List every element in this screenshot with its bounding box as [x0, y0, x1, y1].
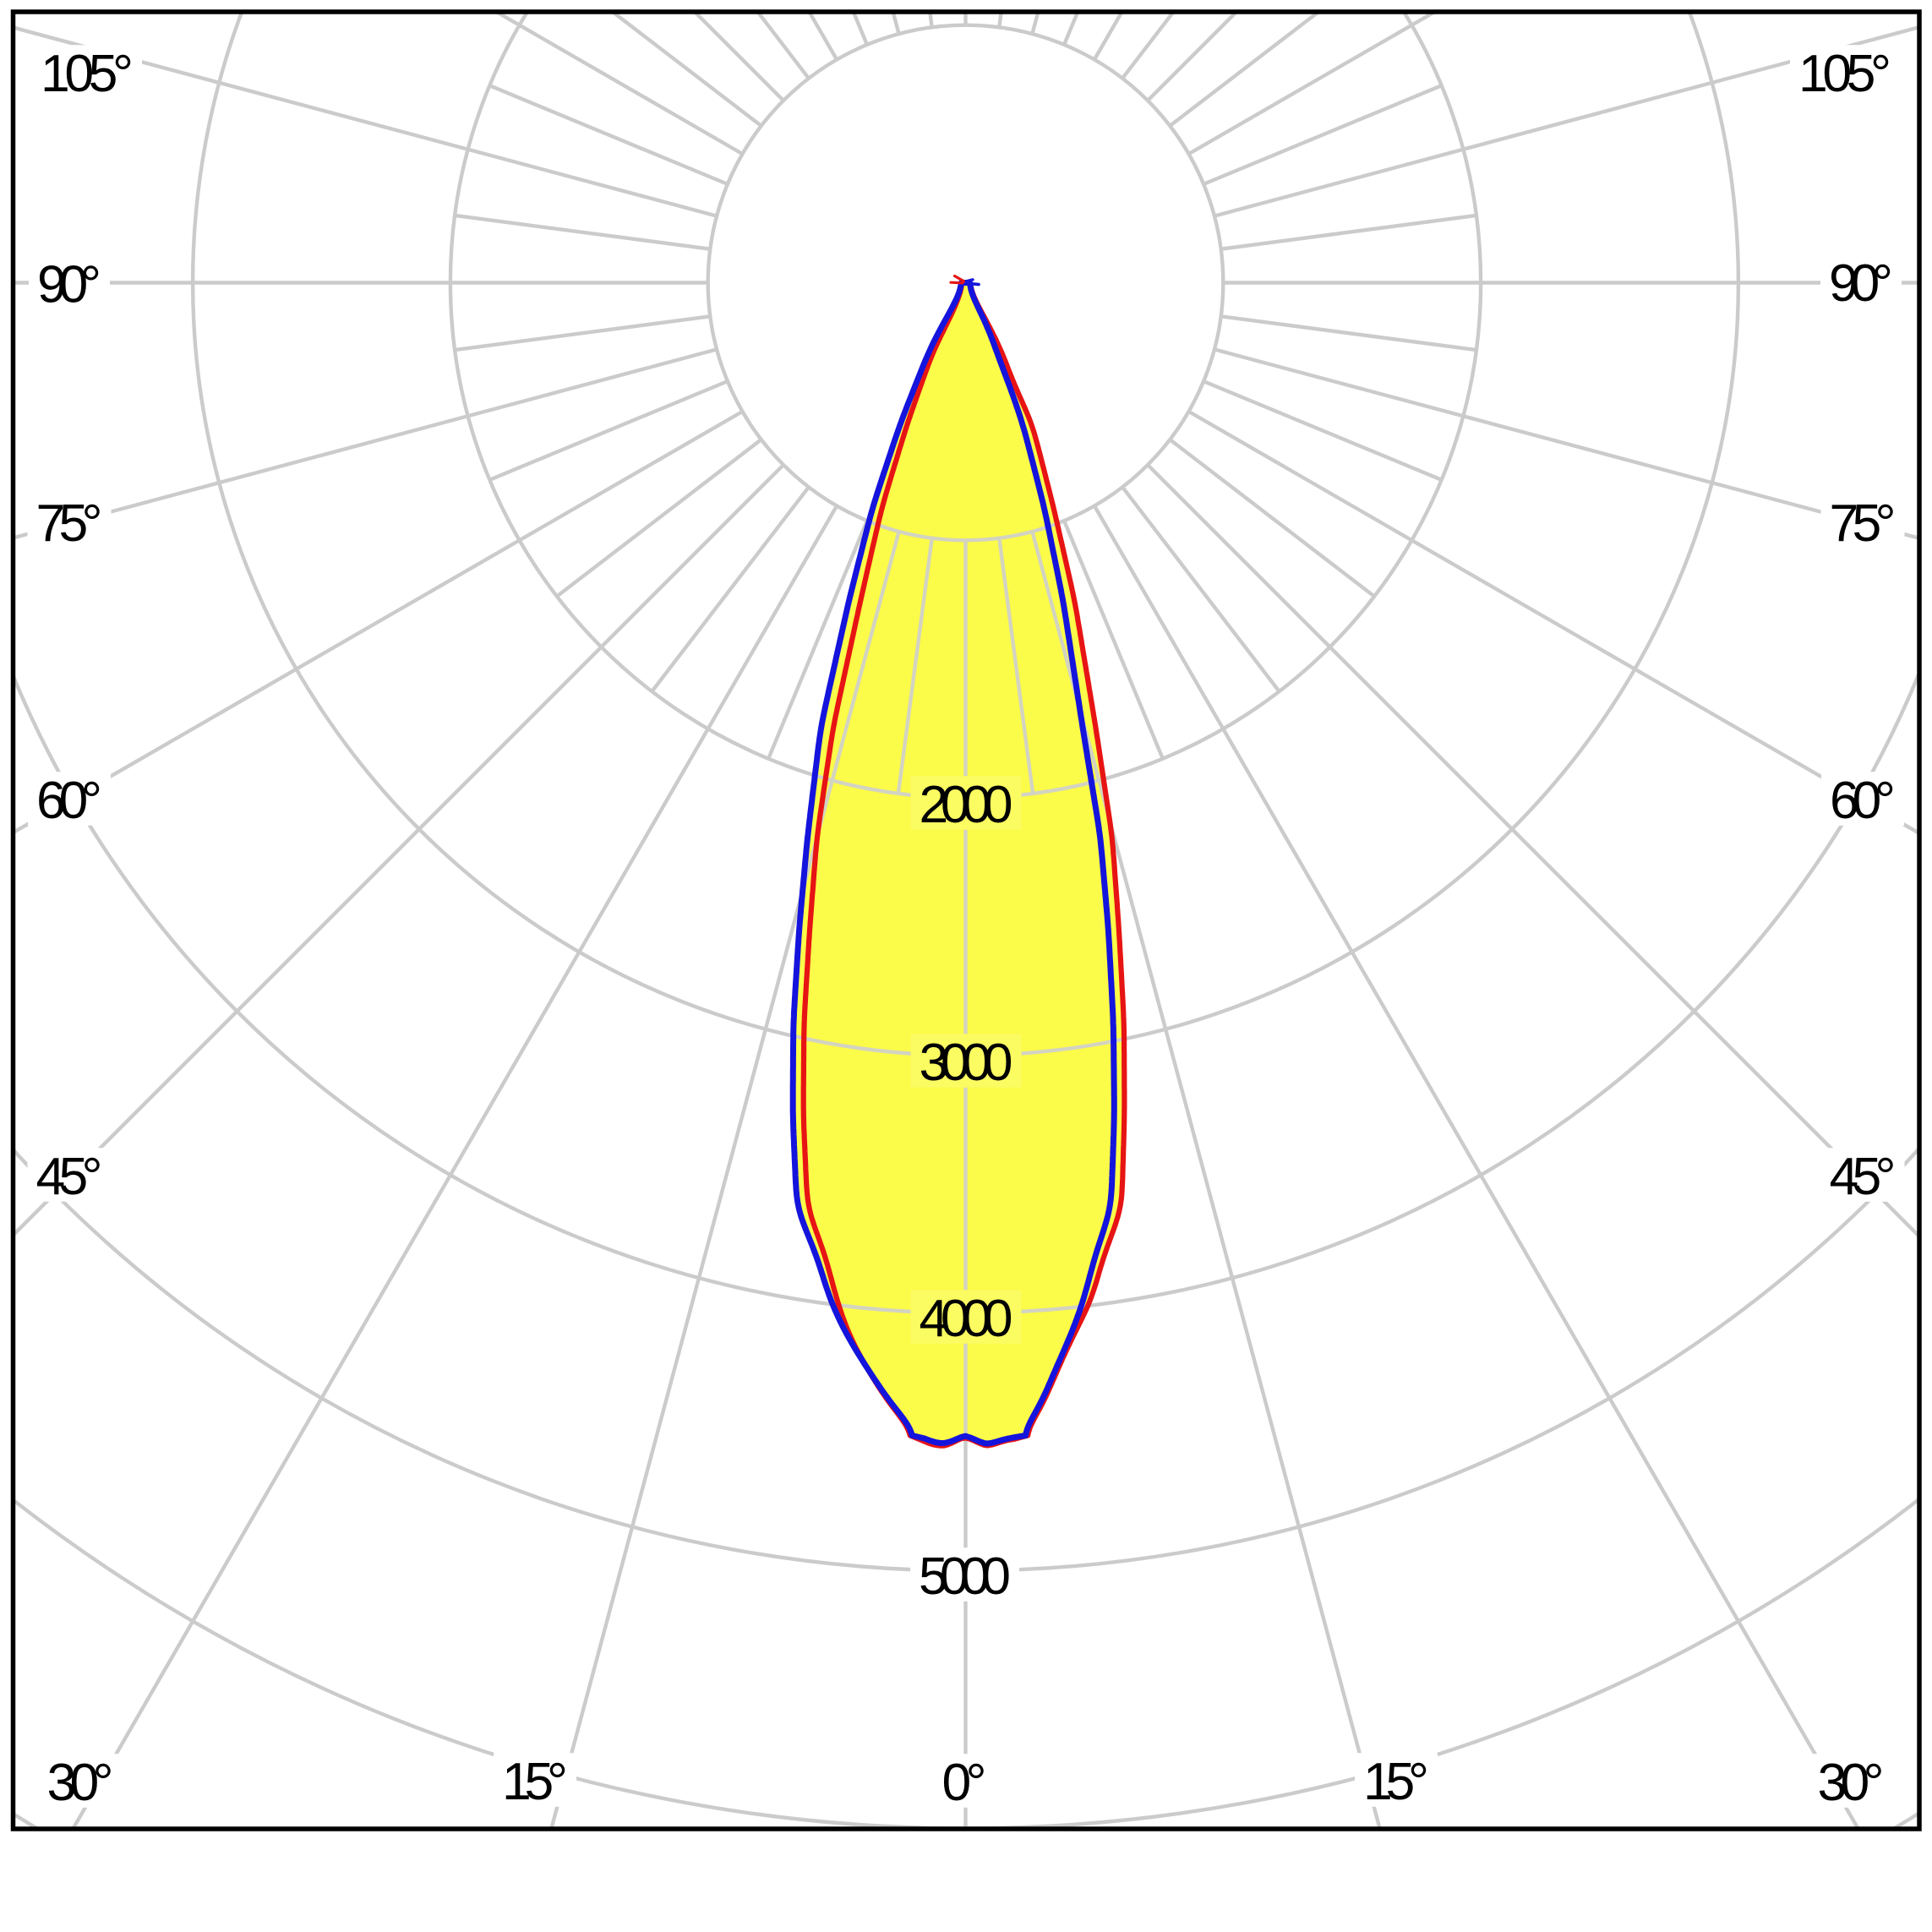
svg-text:90°: 90°: [1829, 254, 1893, 313]
svg-text:2000: 2000: [920, 775, 1013, 834]
svg-text:15°: 15°: [502, 1752, 568, 1811]
svg-text:105°: 105°: [1798, 44, 1891, 103]
svg-text:90°: 90°: [37, 254, 101, 314]
svg-text:3000: 3000: [920, 1033, 1013, 1092]
svg-text:60°: 60°: [1830, 771, 1896, 830]
svg-text:15°: 15°: [1363, 1752, 1429, 1811]
svg-text:45°: 45°: [1830, 1147, 1897, 1206]
svg-text:75°: 75°: [36, 494, 103, 553]
svg-text:30°: 30°: [47, 1753, 114, 1812]
svg-text:0°: 0°: [942, 1753, 987, 1812]
svg-text:75°: 75°: [1830, 494, 1897, 553]
svg-text:45°: 45°: [36, 1147, 103, 1206]
svg-text:5000: 5000: [919, 1547, 1011, 1606]
svg-text:105°: 105°: [41, 44, 134, 103]
svg-text:60°: 60°: [36, 771, 102, 830]
svg-text:4000: 4000: [920, 1289, 1013, 1348]
svg-text:30°: 30°: [1818, 1753, 1885, 1812]
